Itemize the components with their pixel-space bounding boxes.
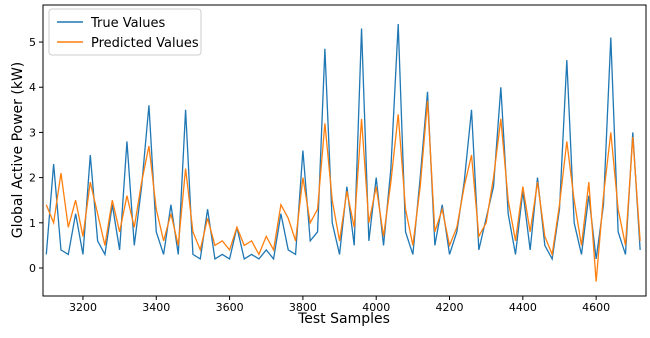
legend-label: True Values bbox=[90, 16, 165, 31]
y-tick-label: 2 bbox=[29, 172, 36, 185]
x-tick-label: 4600 bbox=[582, 301, 610, 314]
x-tick-label: 4000 bbox=[362, 301, 390, 314]
legend-label: Predicted Values bbox=[91, 36, 199, 51]
x-tick-label: 3400 bbox=[142, 301, 170, 314]
y-tick-label: 3 bbox=[29, 126, 36, 139]
plot-frame bbox=[42, 4, 647, 297]
x-tick-label: 3800 bbox=[289, 301, 317, 314]
x-tick-label: 3200 bbox=[69, 301, 97, 314]
y-tick-label: 5 bbox=[29, 36, 36, 49]
data-line bbox=[45, 100, 641, 282]
y-tick-label: 0 bbox=[29, 262, 36, 275]
y-axis-label: Global Active Power (kW) bbox=[10, 62, 26, 239]
x-tick-label: 3600 bbox=[216, 301, 244, 314]
y-tick-label: 1 bbox=[29, 217, 36, 230]
x-axis-label: Test Samples bbox=[297, 311, 390, 327]
y-tick-label: 4 bbox=[29, 81, 36, 94]
x-tick-label: 4200 bbox=[436, 301, 464, 314]
legend-box bbox=[48, 8, 202, 56]
x-tick-label: 4400 bbox=[509, 301, 537, 314]
